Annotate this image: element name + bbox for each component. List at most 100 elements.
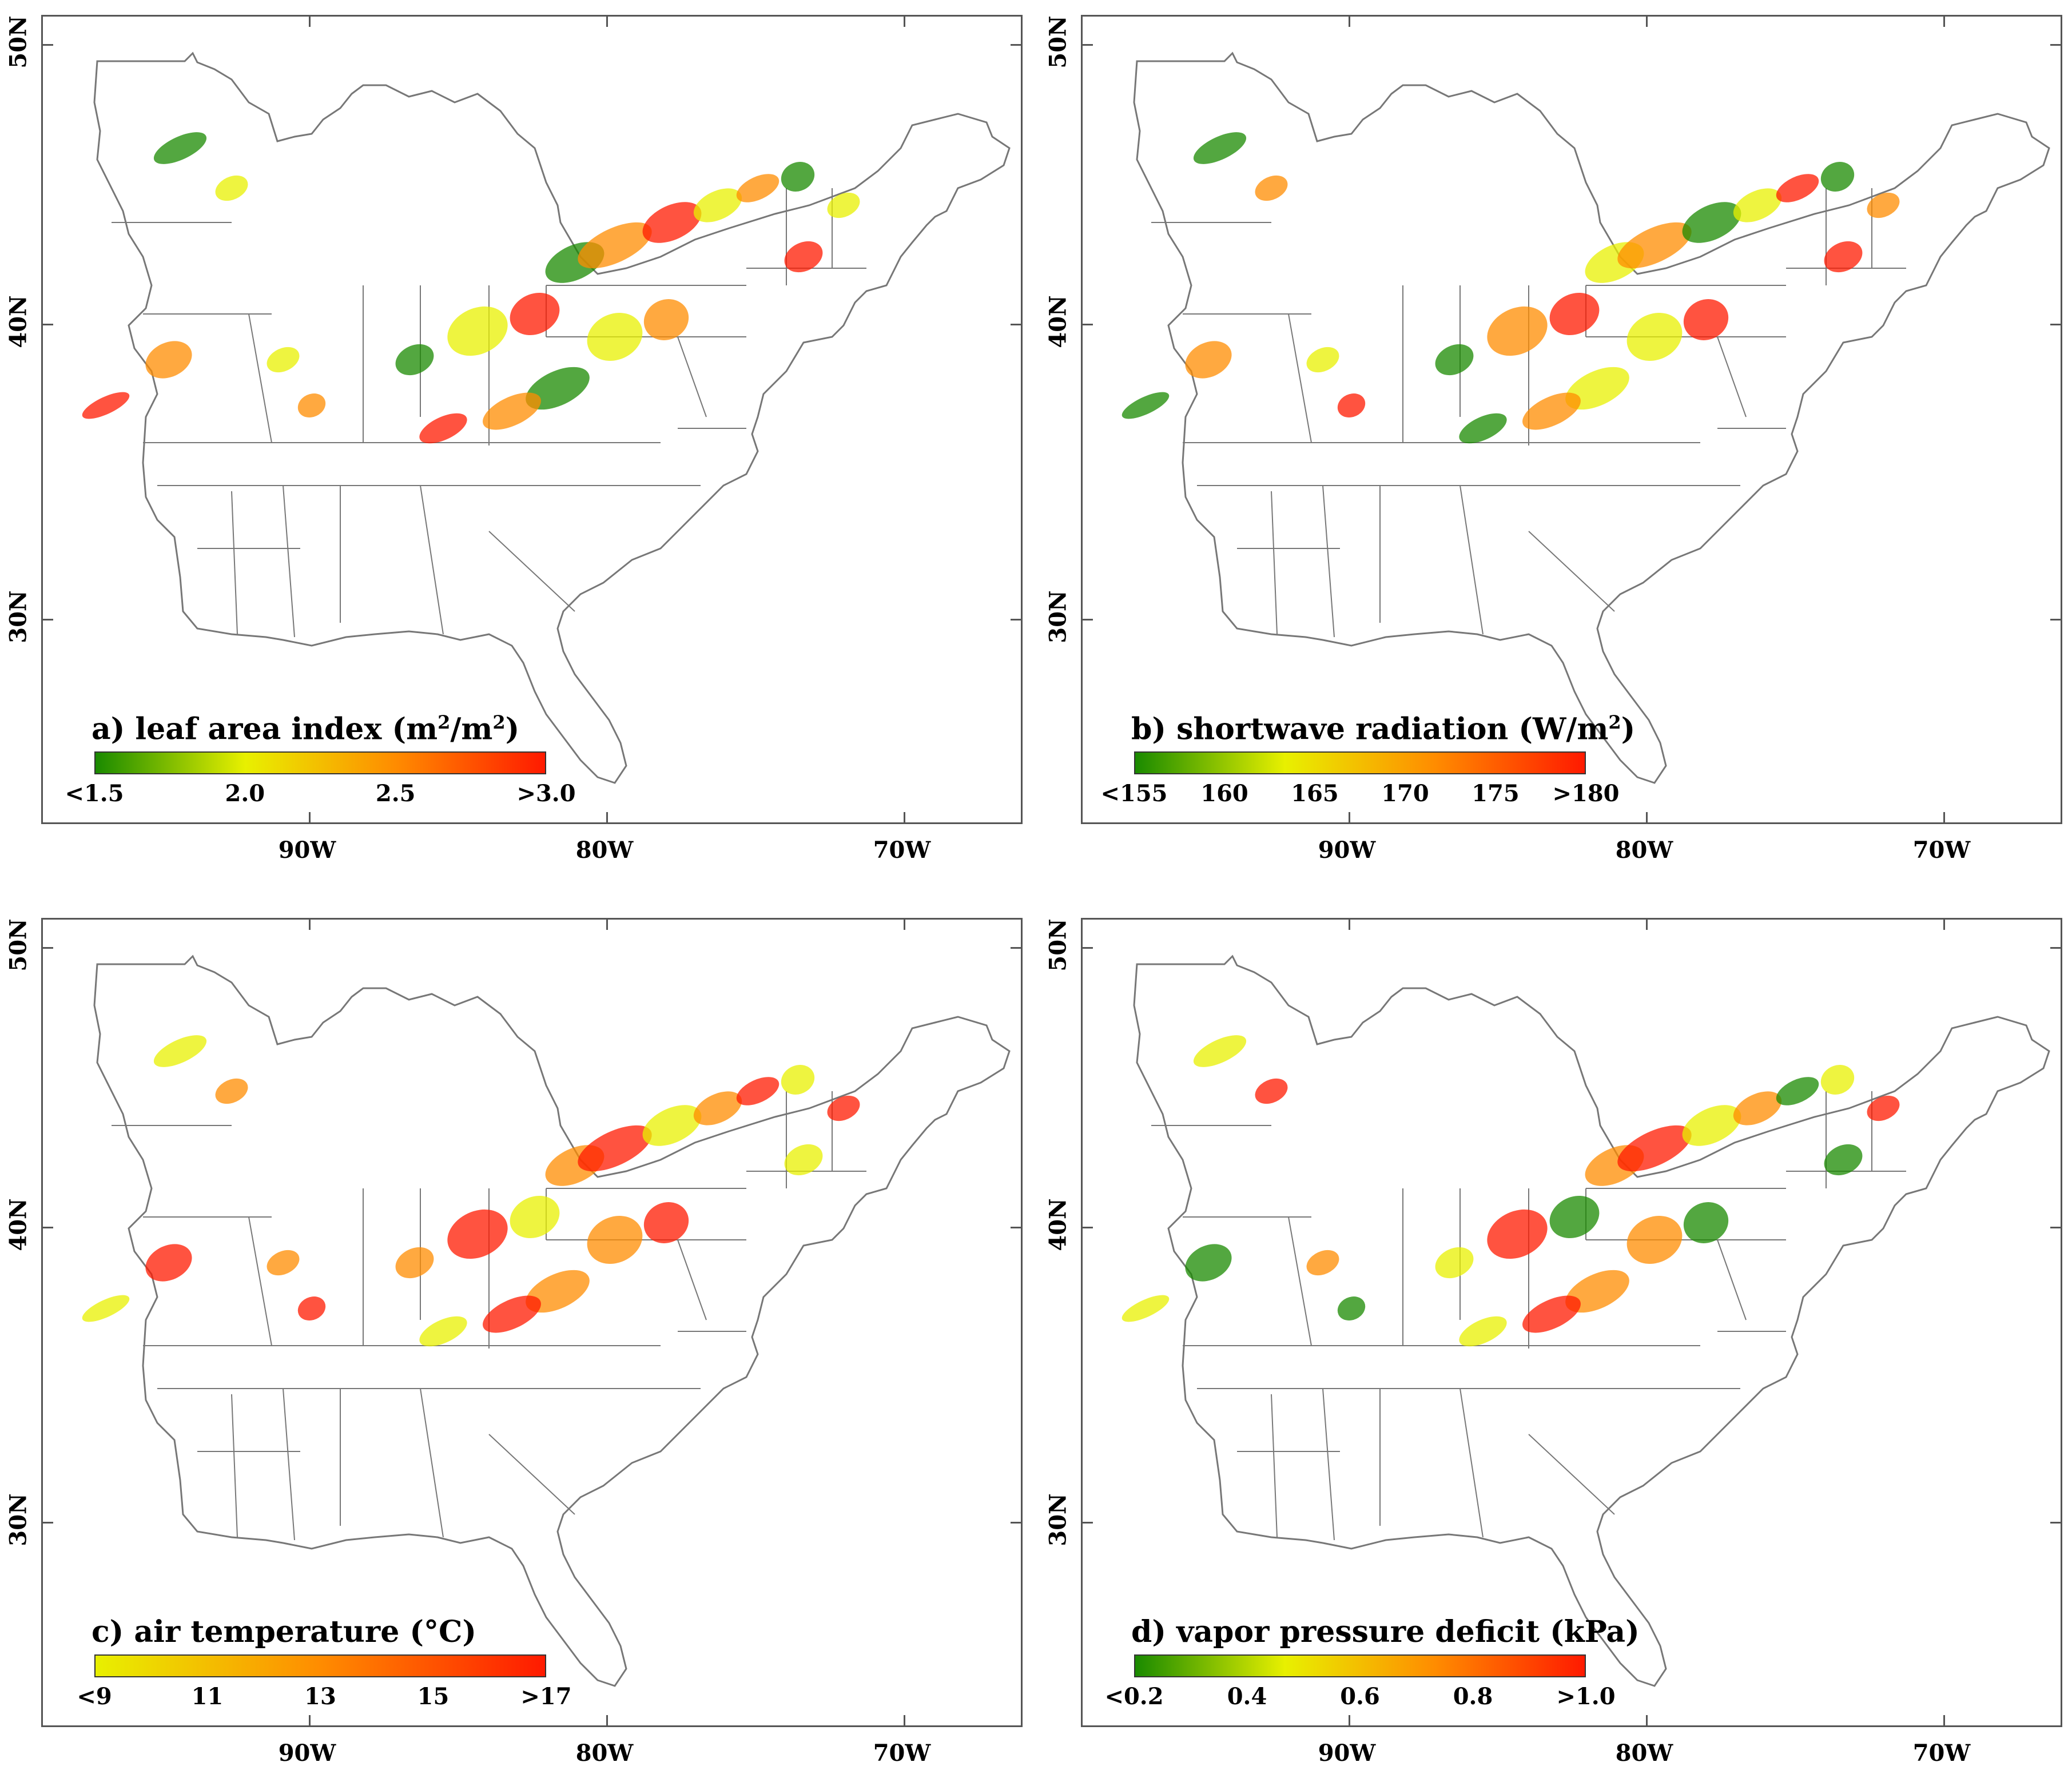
lon-tick (606, 17, 608, 27)
title-text: c) air temperature (°C) (92, 1614, 476, 1649)
state-boundary (248, 313, 272, 443)
forest-patch (447, 1209, 508, 1259)
forest-patch (1565, 367, 1629, 410)
forest-patch (395, 344, 434, 376)
forest-patch (587, 313, 643, 361)
lon-tick (1943, 812, 1945, 822)
forest-patch (1306, 1250, 1339, 1276)
lat-tick (1011, 324, 1021, 325)
lon-tick (309, 17, 311, 27)
map-canvas-d (1121, 954, 2050, 1687)
latitude-label: 50N (1044, 15, 1072, 69)
forest-patch (526, 1270, 590, 1313)
forest-patch (784, 241, 823, 273)
title-superscript: 2 (492, 711, 506, 733)
latitude-label: 50N (5, 15, 32, 69)
longitude-label: 70W (1912, 837, 1971, 864)
lat-tick (2050, 1227, 2061, 1228)
forest-patch (1255, 1078, 1288, 1104)
lon-tick (606, 812, 608, 822)
forest-patch (1121, 1295, 1170, 1322)
forest-patch (1733, 188, 1782, 222)
longitude-label: 80W (575, 1740, 634, 1767)
colorbar-b (1134, 751, 1586, 774)
longitude-label: 90W (278, 837, 336, 864)
forest-patch (643, 299, 689, 340)
lon-tick (1646, 812, 1648, 822)
latitude-label: 40N (1044, 295, 1072, 348)
lat-tick (2050, 324, 2061, 325)
forest-patch (578, 222, 652, 269)
latitude-label: 30N (5, 1493, 32, 1546)
panel-title-c: c) air temperature (°C) (92, 1614, 476, 1649)
forest-patch (267, 347, 300, 373)
colorbar-label: <1.5 (65, 780, 124, 807)
forest-patch (1522, 1295, 1581, 1333)
forest-patch (1337, 393, 1366, 417)
forest-patch (483, 1295, 541, 1333)
lat-tick (2050, 619, 2061, 620)
coastline-border (1133, 954, 2050, 1687)
state-boundary (1528, 1434, 1615, 1515)
forest-patch (145, 341, 192, 379)
colorbar-label: 175 (1472, 780, 1520, 807)
forest-patch (693, 188, 742, 222)
lon-tick (1349, 920, 1350, 930)
forest-patch (1820, 1065, 1855, 1095)
lat-tick (2050, 1522, 2061, 1524)
latitude-label: 50N (5, 918, 32, 972)
state-boundary (231, 1394, 238, 1538)
forest-patch (1193, 1035, 1247, 1067)
state-boundary (1271, 491, 1278, 635)
colorbar-label: 0.8 (1453, 1683, 1493, 1710)
map-canvas-c (82, 954, 1011, 1687)
colorbar-label: <9 (77, 1683, 112, 1710)
lon-tick (1349, 1715, 1350, 1725)
title-text: /m (450, 711, 493, 747)
colorbar-label: 165 (1291, 780, 1339, 807)
state-boundary (488, 531, 575, 612)
forest-patch (1776, 1077, 1819, 1105)
coastline-border (1133, 51, 2050, 784)
lat-tick (43, 947, 53, 949)
longitude-label: 80W (1615, 837, 1673, 864)
colorbar-label: >3.0 (516, 780, 576, 807)
lat-tick (1011, 44, 1021, 46)
coastline-border (93, 954, 1011, 1687)
forest-patch (1306, 347, 1339, 373)
state-boundary (1322, 485, 1335, 638)
map-panel-d: d) vapor pressure deficit (kPa) <0.2 0.4 0.… (1081, 918, 2062, 1727)
colorbar-label: 0.6 (1340, 1683, 1380, 1710)
title-text: b) shortwave radiation (W/m (1131, 711, 1609, 747)
forest-patch (1682, 1105, 1741, 1146)
forest-patch (1824, 241, 1863, 273)
forest-patch (781, 162, 815, 192)
colorbar-c (94, 1654, 546, 1677)
latitude-label: 30N (1044, 590, 1072, 643)
state-boundary (1288, 313, 1312, 443)
lat-tick (1011, 619, 1021, 620)
forest-patch (1487, 1209, 1548, 1259)
forest-patch (447, 306, 508, 356)
lat-tick (1083, 1227, 1093, 1228)
lat-tick (1083, 619, 1093, 620)
state-boundary (677, 1239, 707, 1320)
title-text: a) leaf area index (m (92, 711, 438, 747)
forest-patch (587, 1216, 643, 1264)
lat-tick (1011, 1522, 1021, 1524)
state-boundary (1459, 1388, 1484, 1538)
forest-patch (1617, 222, 1692, 269)
forest-patch (145, 1244, 192, 1282)
forest-patch (736, 174, 780, 202)
forest-patch (419, 1316, 467, 1347)
title-superscript: 2 (438, 711, 451, 733)
forest-patch (578, 1125, 652, 1172)
longitude-label: 90W (278, 1740, 336, 1767)
lat-tick (43, 324, 53, 325)
lon-tick (904, 920, 905, 930)
coastline-border (93, 51, 1011, 784)
colorbar-label: >180 (1552, 780, 1620, 807)
latitude-label: 50N (1044, 918, 1072, 972)
map-canvas-a (82, 51, 1011, 784)
forest-patch (526, 367, 590, 410)
